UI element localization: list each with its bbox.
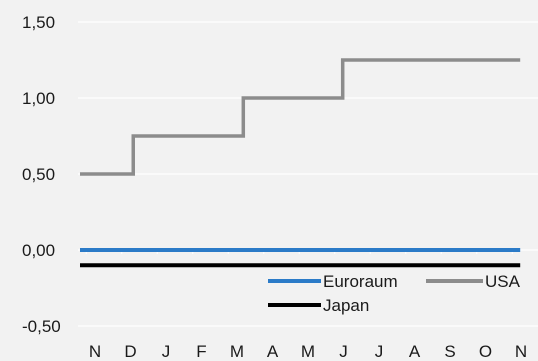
legend-label: Japan (323, 296, 369, 315)
y-axis-ticks: 1,50 1,00 0,50 0,00 -0,50 (22, 13, 61, 336)
x-tick-label: S (444, 342, 455, 361)
x-tick-label: D (124, 342, 136, 361)
x-tick-label: N (515, 342, 527, 361)
legend: Euroraum USA Japan (268, 272, 521, 315)
x-tick-label: J (375, 342, 384, 361)
series-lines (80, 58, 521, 268)
x-tick-label: M (301, 342, 315, 361)
x-tick-label: N (89, 342, 101, 361)
x-tick-label: A (409, 342, 421, 361)
x-tick-label: A (267, 342, 279, 361)
y-tick-label: 0,50 (22, 165, 55, 184)
y-tick-label: -0,50 (22, 317, 61, 336)
legend-label: Euroraum (323, 272, 398, 291)
legend-label: USA (485, 272, 521, 291)
x-tick-label: J (162, 342, 171, 361)
y-tick-label: 1,50 (22, 13, 55, 32)
x-tick-label: F (196, 342, 206, 361)
y-tick-label: 0,00 (22, 241, 55, 260)
y-tick-label: 1,00 (22, 89, 55, 108)
x-tick-label: M (230, 342, 244, 361)
x-tick-label: O (479, 342, 492, 361)
series-line-usa (80, 58, 521, 176)
x-tick-label: J (339, 342, 348, 361)
